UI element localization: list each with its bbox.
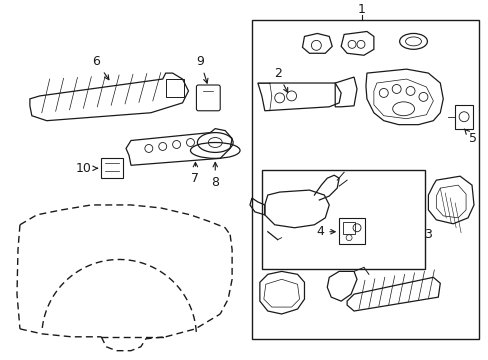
Text: 1: 1 [357, 3, 365, 16]
Text: 7: 7 [191, 162, 199, 185]
Bar [454, 105, 472, 129]
Bar [339, 218, 364, 244]
Text: 8: 8 [211, 162, 219, 189]
Text: 4: 4 [316, 225, 334, 238]
Bar [261, 170, 425, 269]
Bar [343, 222, 354, 234]
Bar [101, 158, 123, 178]
Text: 3: 3 [424, 228, 431, 241]
Text: 10: 10 [75, 162, 97, 175]
Text: 9: 9 [196, 55, 207, 83]
Bar [165, 79, 183, 97]
Text: 5: 5 [464, 129, 476, 145]
Text: 2: 2 [273, 67, 287, 93]
Text: 6: 6 [92, 55, 109, 80]
Bar [251, 19, 478, 339]
